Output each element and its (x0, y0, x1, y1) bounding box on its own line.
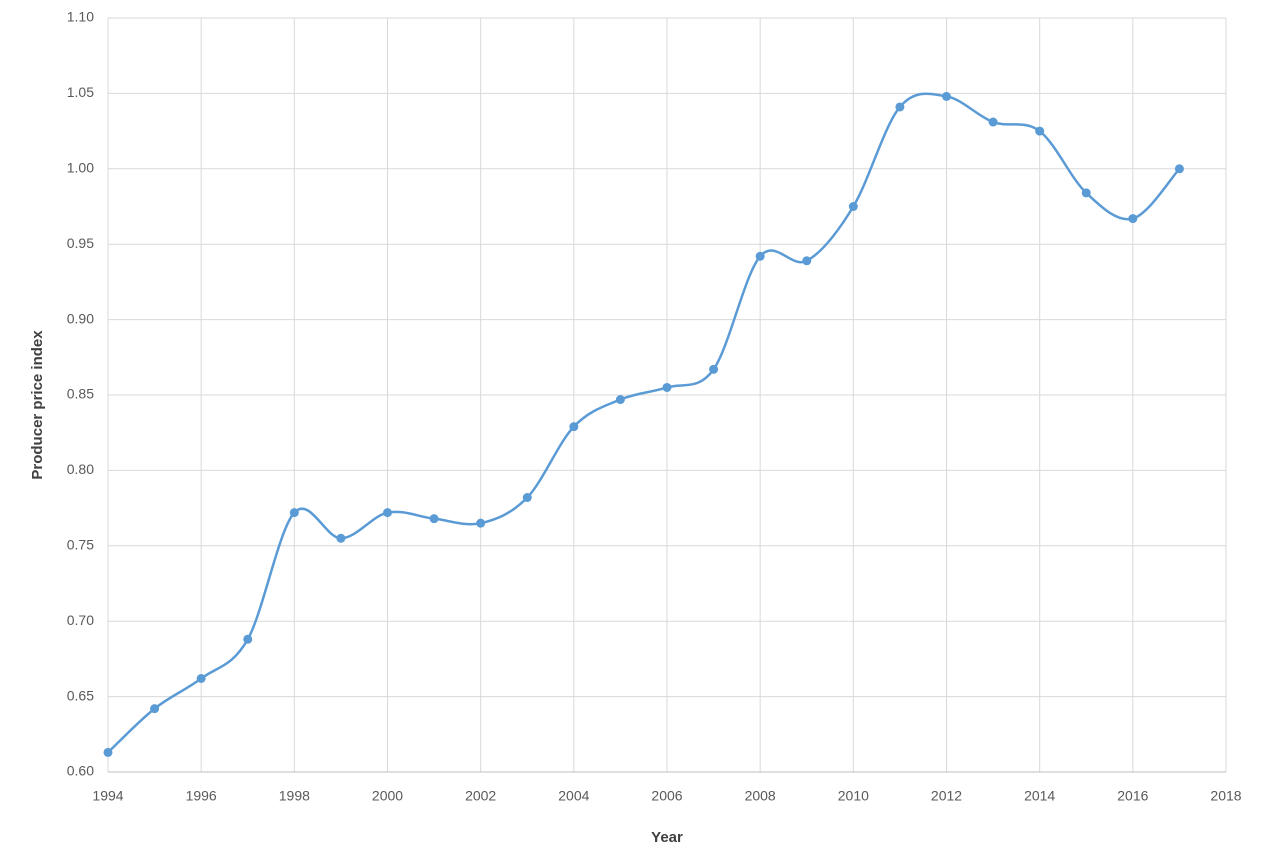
data-point (289, 508, 299, 518)
x-tick-label: 2014 (1024, 788, 1055, 804)
data-point (1174, 164, 1184, 174)
data-line (107, 92, 1181, 754)
data-point (196, 674, 206, 684)
data-point (336, 533, 346, 543)
y-tick-label: 1.00 (67, 160, 94, 176)
data-point (895, 102, 905, 112)
y-tick-label: 0.65 (67, 687, 94, 703)
y-tick-label: 0.85 (67, 386, 94, 402)
data-point (1128, 214, 1138, 224)
data-point (429, 514, 439, 524)
y-tick-label: 0.75 (67, 537, 94, 553)
x-tick-label: 2002 (465, 788, 496, 804)
x-tick-label: 2008 (745, 788, 776, 804)
y-tick-label: 0.60 (67, 763, 94, 779)
y-tick-label: 0.95 (67, 235, 94, 251)
x-tick-label: 2018 (1210, 788, 1241, 804)
data-point (569, 422, 579, 432)
data-point (662, 382, 672, 392)
data-point (709, 364, 719, 374)
data-point (1035, 126, 1045, 136)
data-point (476, 518, 486, 528)
data-point (103, 747, 113, 757)
x-tick-label: 2006 (651, 788, 682, 804)
x-tick-label: 1994 (92, 788, 123, 804)
y-axis-title: Producer price index (29, 330, 46, 480)
data-point (243, 634, 253, 644)
data-point (755, 251, 765, 261)
x-tick-label: 2012 (931, 788, 962, 804)
x-tick-label: 2016 (1117, 788, 1148, 804)
data-point (150, 704, 160, 714)
x-tick-label: 2004 (558, 788, 589, 804)
x-tick-label: 2010 (838, 788, 869, 804)
data-point (848, 202, 858, 211)
data-point (615, 395, 625, 405)
data-point (988, 117, 998, 127)
y-tick-label: 0.70 (67, 612, 94, 628)
x-axis-title: Year (651, 829, 683, 846)
y-tick-label: 1.05 (67, 84, 94, 100)
y-tick-label: 0.80 (67, 461, 94, 477)
data-point (383, 508, 392, 518)
data-point (942, 91, 951, 101)
data-point (1081, 188, 1091, 198)
y-tick-label: 1.10 (67, 9, 94, 25)
x-tick-label: 1996 (186, 788, 217, 804)
x-tick-label: 2000 (372, 788, 403, 804)
x-tick-label: 1998 (279, 788, 310, 804)
data-point (802, 256, 812, 266)
y-tick-label: 0.90 (67, 310, 94, 326)
data-point (522, 493, 532, 503)
